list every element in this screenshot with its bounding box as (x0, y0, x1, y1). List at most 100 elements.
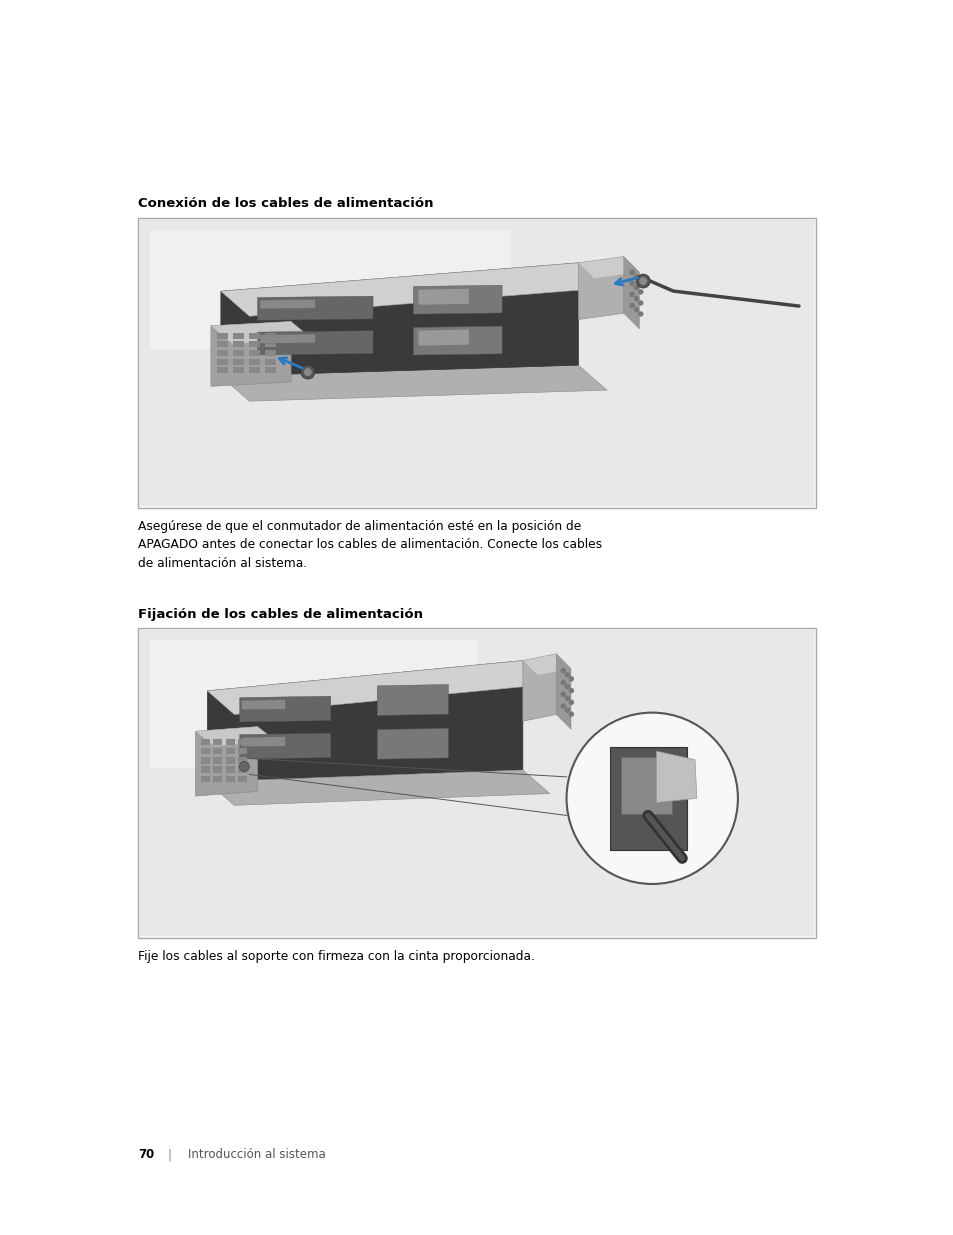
Circle shape (565, 708, 569, 713)
Polygon shape (207, 661, 549, 715)
Bar (233, 350, 244, 356)
Bar (216, 341, 228, 347)
Text: |: | (168, 1149, 172, 1161)
Bar (249, 367, 260, 373)
Circle shape (634, 308, 638, 311)
Circle shape (639, 279, 642, 283)
Polygon shape (413, 326, 501, 356)
Bar (140, 630, 813, 936)
Bar (226, 776, 234, 782)
Polygon shape (413, 285, 501, 314)
Polygon shape (418, 330, 468, 346)
Polygon shape (556, 653, 571, 729)
Circle shape (303, 368, 312, 377)
Bar (226, 757, 234, 763)
Bar (238, 739, 247, 745)
Bar (213, 776, 222, 782)
Polygon shape (623, 257, 639, 329)
Bar (233, 358, 244, 364)
Bar (238, 748, 247, 755)
Polygon shape (376, 729, 448, 760)
Bar (200, 757, 210, 763)
Circle shape (634, 285, 638, 290)
Polygon shape (211, 321, 313, 343)
Bar (200, 748, 210, 755)
Circle shape (639, 290, 642, 294)
Polygon shape (260, 299, 314, 309)
Bar (620, 757, 671, 814)
Circle shape (639, 312, 642, 316)
Polygon shape (195, 726, 257, 797)
Bar (249, 341, 260, 347)
Polygon shape (260, 333, 314, 343)
Circle shape (634, 274, 638, 279)
Polygon shape (207, 769, 549, 805)
Circle shape (636, 274, 650, 288)
Polygon shape (241, 736, 285, 747)
Bar (226, 748, 234, 755)
Circle shape (630, 270, 634, 274)
Circle shape (634, 296, 638, 300)
Circle shape (569, 700, 573, 704)
Polygon shape (376, 684, 448, 715)
Circle shape (566, 713, 738, 884)
Circle shape (239, 762, 249, 772)
Circle shape (639, 301, 642, 305)
Circle shape (569, 713, 573, 716)
Bar (233, 341, 244, 347)
Bar (238, 767, 247, 773)
Bar (216, 358, 228, 364)
Bar (264, 350, 276, 356)
Polygon shape (418, 289, 468, 305)
Bar (233, 367, 244, 373)
Text: Fije los cables al soporte con firmeza con la cinta proporcionada.: Fije los cables al soporte con firmeza c… (138, 950, 535, 963)
Bar (249, 332, 260, 338)
Circle shape (565, 673, 569, 677)
Bar (216, 350, 228, 356)
Bar (249, 350, 260, 356)
Bar (264, 341, 276, 347)
Polygon shape (221, 366, 606, 401)
Bar (264, 358, 276, 364)
Bar (249, 358, 260, 364)
Polygon shape (221, 263, 606, 316)
Text: Introducción al sistema: Introducción al sistema (188, 1149, 325, 1161)
Bar (200, 767, 210, 773)
Bar (200, 739, 210, 745)
Circle shape (569, 677, 573, 680)
Polygon shape (656, 751, 696, 803)
Bar (609, 747, 686, 850)
Text: Conexión de los cables de alimentación: Conexión de los cables de alimentación (138, 198, 433, 210)
Circle shape (565, 697, 569, 700)
Polygon shape (221, 263, 578, 377)
Polygon shape (239, 697, 331, 722)
Circle shape (560, 704, 565, 708)
Circle shape (565, 684, 569, 689)
Polygon shape (257, 296, 373, 320)
Bar (264, 332, 276, 338)
Bar (213, 767, 222, 773)
Text: 70: 70 (138, 1149, 154, 1161)
Polygon shape (522, 653, 556, 721)
Polygon shape (150, 230, 510, 348)
Bar (213, 757, 222, 763)
Bar (213, 748, 222, 755)
Bar (264, 367, 276, 373)
Circle shape (560, 668, 565, 673)
Bar (216, 332, 228, 338)
Bar (238, 776, 247, 782)
Bar (213, 739, 222, 745)
Bar (226, 739, 234, 745)
Circle shape (639, 277, 646, 285)
Text: Asegúrese de que el conmutador de alimentación esté en la posición de
APAGADO an: Asegúrese de que el conmutador de alimen… (138, 520, 601, 571)
Polygon shape (239, 734, 331, 760)
Text: Fijación de los cables de alimentación: Fijación de los cables de alimentación (138, 608, 422, 621)
Polygon shape (522, 653, 571, 676)
Polygon shape (241, 700, 285, 710)
Bar (216, 367, 228, 373)
Bar (200, 776, 210, 782)
Bar (238, 757, 247, 763)
Polygon shape (195, 726, 276, 746)
Polygon shape (150, 640, 476, 768)
Circle shape (630, 282, 634, 285)
